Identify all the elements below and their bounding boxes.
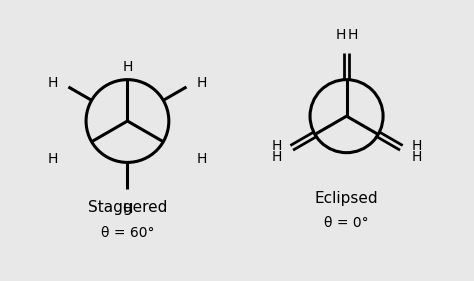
Text: H: H [48,153,58,166]
Text: H: H [197,76,207,90]
Text: H: H [411,150,422,164]
Text: Staggered: Staggered [88,200,167,216]
Text: H: H [336,28,346,42]
Text: Eclipsed: Eclipsed [315,191,378,206]
Text: H: H [122,60,133,74]
Text: H: H [48,76,58,90]
Text: H: H [271,139,282,153]
Text: H: H [271,150,282,164]
Text: H: H [122,202,133,216]
Text: θ = 60°: θ = 60° [100,226,154,240]
Text: H: H [411,139,422,153]
Text: θ = 0°: θ = 0° [324,216,369,230]
Text: H: H [197,153,207,166]
Text: H: H [347,28,357,42]
